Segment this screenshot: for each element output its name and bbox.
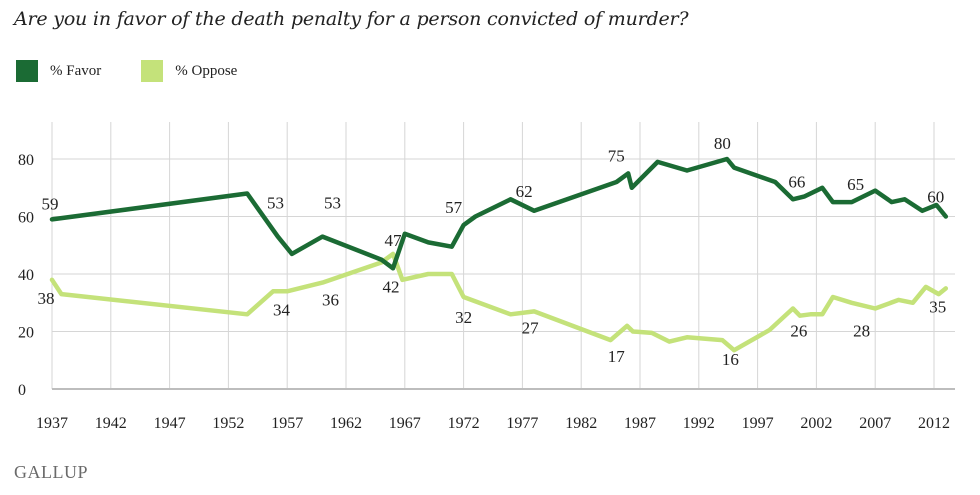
data-label-favor: 75 bbox=[608, 146, 625, 165]
data-label-favor: 47 bbox=[385, 231, 403, 250]
y-tick-label: 20 bbox=[18, 325, 34, 342]
x-tick-label: 1967 bbox=[389, 415, 421, 432]
x-tick-label: 1997 bbox=[742, 415, 774, 432]
y-tick-label: 80 bbox=[18, 152, 34, 169]
x-tick-label: 1957 bbox=[271, 415, 303, 432]
series-line-oppose bbox=[49, 251, 949, 353]
legend-label-favor: % Favor bbox=[50, 62, 102, 79]
data-label-oppose: 36 bbox=[322, 291, 339, 310]
data-label-oppose: 32 bbox=[455, 308, 472, 327]
data-label-oppose: 27 bbox=[522, 318, 540, 337]
y-tick-label: 0 bbox=[18, 382, 26, 399]
x-tick-label: 1977 bbox=[506, 415, 538, 432]
data-label-favor: 57 bbox=[445, 198, 463, 217]
x-tick-label: 1992 bbox=[683, 415, 715, 432]
series-line-favor bbox=[49, 156, 949, 271]
x-tick-label: 1982 bbox=[565, 415, 597, 432]
data-label-favor: 65 bbox=[847, 175, 864, 194]
data-label-oppose: 42 bbox=[383, 277, 400, 296]
x-tick-label: 2012 bbox=[918, 415, 950, 432]
data-label-favor: 66 bbox=[788, 172, 805, 191]
x-tick-label: 1952 bbox=[212, 415, 244, 432]
x-tick-label: 1947 bbox=[154, 415, 186, 432]
data-label-favor: 60 bbox=[927, 188, 944, 207]
y-axis-ticks: 0 20 40 60 80 bbox=[18, 152, 34, 399]
data-label-oppose: 35 bbox=[929, 297, 946, 316]
data-label-favor: 59 bbox=[42, 194, 59, 213]
data-label-favor: 53 bbox=[267, 194, 284, 213]
x-tick-label: 1942 bbox=[95, 415, 127, 432]
data-labels: 59 53 53 47 57 62 75 80 66 65 60 38 34 36 42 32 27 17 16 26… bbox=[38, 134, 947, 369]
data-label-oppose: 38 bbox=[38, 289, 55, 308]
x-axis-ticks: 1937 1942 1947 1952 1957 1962 1967 1972 1977 1982… bbox=[36, 415, 950, 432]
legend-item-oppose: % Oppose bbox=[141, 60, 237, 82]
x-tick-label: 1962 bbox=[330, 415, 362, 432]
data-label-oppose: 26 bbox=[790, 321, 807, 340]
legend-label-oppose: % Oppose bbox=[175, 62, 238, 79]
data-label-oppose: 17 bbox=[608, 347, 626, 366]
data-label-favor: 80 bbox=[714, 134, 731, 153]
x-tick-label: 2002 bbox=[800, 415, 832, 432]
chart-title: Are you in favor of the death penalty fo… bbox=[14, 8, 689, 30]
data-label-oppose: 28 bbox=[853, 322, 870, 341]
y-tick-label: 40 bbox=[18, 267, 34, 284]
grid bbox=[51, 122, 955, 390]
y-tick-label: 60 bbox=[18, 210, 34, 227]
legend-swatch-oppose bbox=[141, 60, 164, 82]
legend-item-favor: % Favor bbox=[16, 60, 101, 82]
x-tick-label: 1937 bbox=[36, 415, 68, 432]
data-label-oppose: 34 bbox=[273, 300, 291, 319]
data-label-oppose: 16 bbox=[722, 350, 739, 369]
legend: % Favor % Oppose bbox=[16, 60, 277, 82]
data-label-favor: 62 bbox=[516, 182, 533, 201]
x-tick-label: 1987 bbox=[624, 415, 656, 432]
legend-swatch-favor bbox=[16, 60, 38, 82]
gallup-logo: GALLUP bbox=[14, 462, 88, 482]
data-label-favor: 53 bbox=[324, 194, 341, 213]
series-lines bbox=[49, 156, 949, 353]
x-tick-label: 1972 bbox=[448, 415, 480, 432]
x-tick-label: 2007 bbox=[859, 415, 891, 432]
